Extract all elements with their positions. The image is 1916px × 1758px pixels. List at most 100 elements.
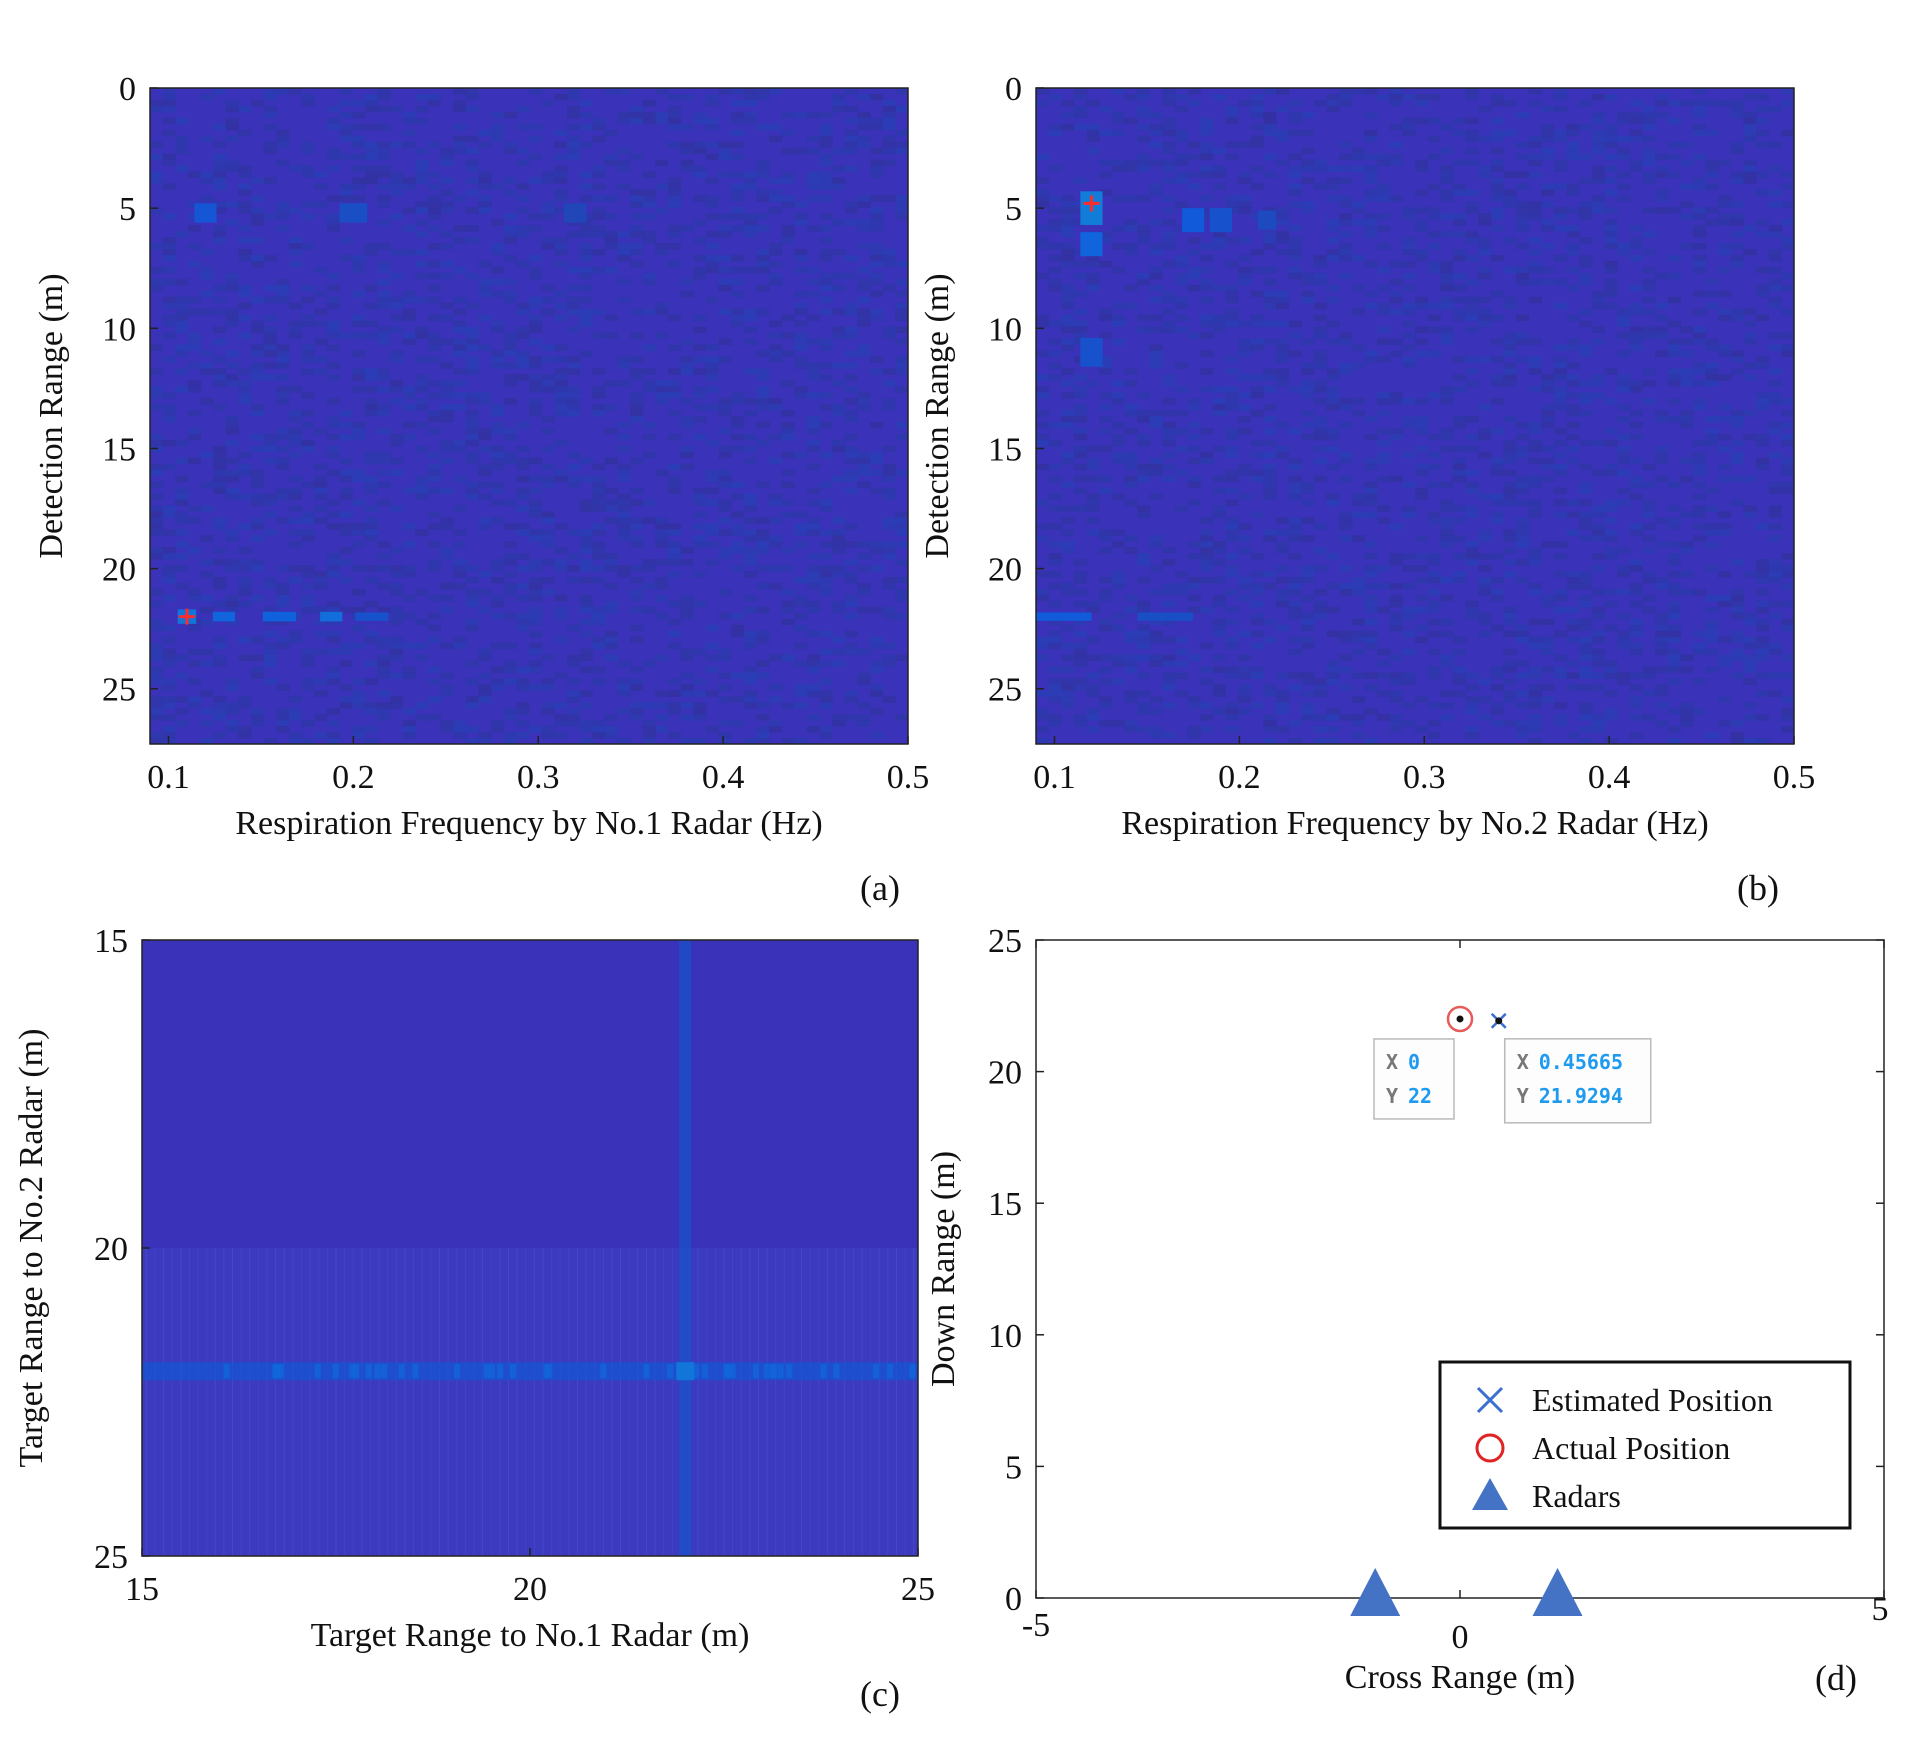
heatmap-cell — [402, 433, 416, 441]
heatmap-cell — [440, 517, 454, 524]
heatmap-cell — [1465, 487, 1479, 495]
heatmap-cell — [1301, 159, 1315, 167]
heatmap-cell — [617, 529, 631, 536]
heatmap-cell — [1389, 93, 1403, 101]
heatmap-cell — [1591, 326, 1605, 334]
heatmap-cell — [1377, 565, 1391, 572]
heatmap-cell — [1162, 296, 1176, 304]
heatmap-cell — [1516, 732, 1530, 739]
heatmap-cell — [832, 105, 846, 113]
heatmap-cell — [731, 523, 745, 530]
heatmap-cell — [1566, 410, 1580, 417]
heatmap-cell — [1313, 606, 1328, 614]
heatmap-cell — [743, 231, 757, 238]
heatmap-cell — [225, 421, 239, 429]
heatmap-cell — [592, 523, 606, 530]
heatmap-cell — [693, 738, 707, 745]
heatmap-cell — [1452, 308, 1467, 316]
heatmap-cell — [832, 565, 846, 572]
heatmap-cell — [1503, 332, 1517, 339]
heatmap-cell — [718, 153, 732, 161]
heatmap-cell — [1465, 380, 1479, 387]
heatmap-cell — [1415, 326, 1429, 334]
heatmap-cell — [314, 427, 328, 435]
heatmap-cell — [1503, 368, 1517, 375]
heatmap-cell — [1629, 225, 1643, 232]
heatmap-cell — [1389, 612, 1403, 620]
heatmap-cell — [1553, 541, 1568, 548]
heatmap-cell — [1061, 392, 1075, 399]
heatmap-cell — [415, 702, 429, 709]
heatmap-cell — [1730, 732, 1744, 739]
heatmap-cell — [339, 237, 353, 244]
heatmap-cell — [529, 487, 543, 495]
heatmap-cell — [1781, 344, 1795, 351]
heatmap-cell — [1478, 618, 1492, 626]
heatmap-cell — [895, 594, 909, 602]
heatmap-cell — [895, 195, 909, 202]
heatmap-cell — [769, 582, 783, 590]
heatmap-cell — [1162, 618, 1176, 626]
heatmap-cell — [1124, 594, 1138, 602]
heatmap-cell — [617, 738, 631, 745]
heatmap-cell — [1288, 457, 1302, 465]
heatmap-cell — [1288, 553, 1302, 560]
heatmap-cell — [1099, 404, 1113, 411]
heatmap-cell — [288, 732, 303, 739]
heatmap-cell — [844, 571, 858, 578]
heatmap-cell — [213, 284, 227, 292]
heatmap-cell — [1655, 636, 1669, 644]
heatmap-cell — [1073, 177, 1088, 184]
heatmap-cell — [1667, 207, 1681, 214]
heatmap-cell — [288, 541, 303, 548]
heatmap-cell — [705, 243, 719, 250]
heatmap-cell — [427, 195, 442, 202]
heatmap-cell — [1591, 660, 1605, 667]
heatmap-cell — [1756, 171, 1770, 178]
heatmap-cell — [402, 141, 416, 149]
heatmap-cell — [870, 171, 884, 178]
heatmap-cell — [200, 571, 214, 578]
heatmap-cell — [251, 177, 265, 184]
heatmap-cell — [402, 207, 416, 214]
heatmap-cell — [756, 165, 770, 172]
ridge-speck — [769, 1364, 776, 1379]
heatmap-cell — [1516, 535, 1530, 542]
heatmap-cell — [579, 123, 593, 131]
heatmap-cell — [566, 356, 581, 363]
heatmap-cell — [705, 439, 719, 447]
heatmap-cell — [769, 493, 783, 500]
heatmap-cell — [1073, 427, 1088, 435]
heatmap-cell — [1086, 499, 1100, 506]
heatmap-cell — [1162, 290, 1176, 298]
heatmap-cell — [339, 111, 353, 119]
heatmap-cell — [731, 416, 745, 423]
heatmap-cell — [642, 386, 656, 393]
heatmap-cell — [1326, 219, 1340, 226]
heatmap-cell — [1212, 541, 1226, 548]
heatmap-cell — [832, 445, 846, 453]
heatmap-cell — [1655, 153, 1669, 161]
heatmap-cell — [1288, 612, 1302, 620]
heatmap-cell — [1124, 606, 1138, 614]
heatmap-cell — [276, 374, 290, 381]
heatmap-cell — [844, 612, 858, 620]
heatmap-cell — [1149, 249, 1163, 256]
heatmap-cell — [1326, 99, 1340, 107]
heatmap-cell — [1604, 666, 1618, 673]
heatmap-cell — [743, 678, 757, 685]
heatmap-cell — [731, 493, 745, 500]
heatmap-cell — [743, 338, 757, 345]
heatmap-cell — [832, 380, 846, 387]
heatmap-cell — [503, 374, 517, 381]
heatmap-cell — [251, 207, 265, 214]
heatmap-cell — [491, 517, 505, 524]
heatmap-cell — [806, 660, 821, 667]
heatmap-cell — [1528, 559, 1542, 566]
heatmap-cell — [503, 457, 517, 465]
heatmap-cell — [1086, 606, 1100, 614]
heatmap-cell — [1528, 720, 1542, 727]
heatmap-cell — [1768, 266, 1782, 274]
heatmap-cell — [1629, 308, 1643, 316]
heatmap-cell — [402, 296, 416, 304]
